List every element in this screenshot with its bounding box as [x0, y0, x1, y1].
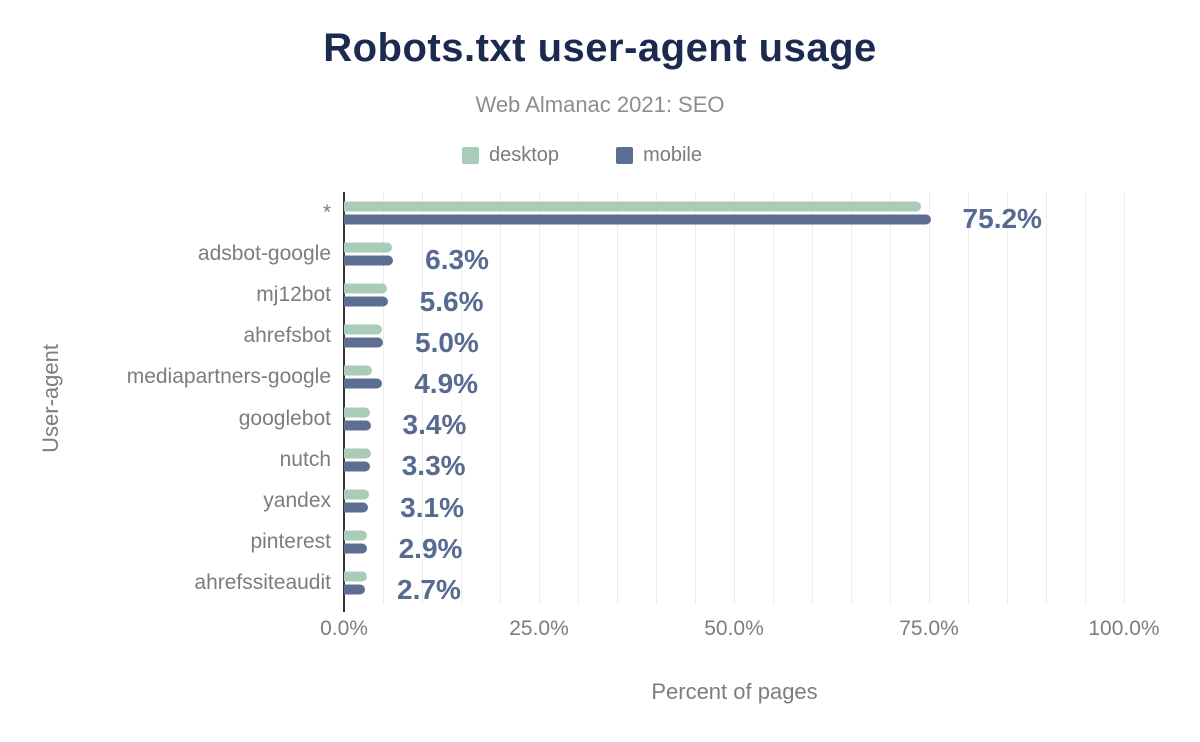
- chart-row: mj12bot 5.6%: [256, 274, 1125, 317]
- category-label: nutch: [279, 447, 331, 471]
- legend-item-mobile[interactable]: mobile: [616, 144, 702, 167]
- legend-swatch-mobile-icon: [616, 147, 634, 164]
- bar-desktop[interactable]: [344, 365, 373, 376]
- x-tick-label: 25.0%: [509, 617, 569, 640]
- bar-mobile[interactable]: [344, 543, 367, 554]
- bar-pair: [344, 530, 368, 554]
- bar-pair: [344, 365, 383, 389]
- bar-mobile[interactable]: [344, 420, 371, 431]
- legend-label-desktop: desktop: [489, 144, 560, 166]
- category-label: mediapartners-google: [126, 365, 331, 389]
- bar-pair: [344, 571, 368, 595]
- bar-pair: [344, 324, 383, 348]
- bar-pair: [344, 242, 394, 266]
- bar-mobile[interactable]: [344, 214, 931, 225]
- category-label: ahrefsbot: [243, 324, 331, 348]
- plot-area: * 75.2% adsbot-google 6.3% mj12bot 5.6% ahrefs…: [127, 192, 1125, 612]
- bar-desktop[interactable]: [344, 201, 922, 212]
- bar-desktop[interactable]: [344, 489, 369, 500]
- legend: desktop mobile: [0, 144, 1182, 167]
- bar-desktop[interactable]: [344, 324, 383, 335]
- x-tick-label: 100.0%: [1088, 617, 1160, 640]
- bar-desktop[interactable]: [344, 448, 371, 459]
- x-tick-label: 50.0%: [704, 617, 764, 640]
- value-label: 3.3%: [401, 450, 466, 482]
- value-label: 6.3%: [425, 244, 489, 276]
- y-axis-title: User-agent: [38, 343, 63, 453]
- bar-pair: [344, 489, 369, 513]
- legend-label-mobile: mobile: [643, 144, 702, 166]
- bar-mobile[interactable]: [344, 584, 366, 595]
- bar-pair: [344, 283, 388, 307]
- chart-row: nutch 3.3%: [280, 439, 1125, 482]
- chart-row: ahrefsbot 5.0%: [243, 316, 1125, 358]
- category-label: mj12bot: [256, 283, 331, 306]
- y-axis-line: [343, 192, 345, 612]
- category-label: googlebot: [238, 406, 331, 430]
- chart-row: ahrefssiteaudit 2.7%: [194, 563, 1125, 605]
- bar-desktop[interactable]: [344, 283, 387, 294]
- legend-item-desktop[interactable]: desktop: [462, 144, 559, 167]
- bar-pair: [344, 407, 371, 431]
- bar-desktop[interactable]: [344, 571, 368, 582]
- x-tick-label: 75.0%: [899, 617, 959, 640]
- value-label: 75.2%: [962, 203, 1042, 235]
- bar-desktop[interactable]: [344, 242, 393, 253]
- value-label: 5.6%: [419, 285, 484, 317]
- x-axis-ticks: 0.0% 25.0% 50.0% 75.0% 100.0%: [320, 617, 1160, 641]
- value-label: 2.9%: [398, 532, 463, 564]
- value-label: 5.0%: [415, 326, 479, 358]
- chart-row: mediapartners-google 4.9%: [127, 357, 1125, 399]
- bar-desktop[interactable]: [344, 530, 368, 541]
- bar-mobile[interactable]: [344, 502, 369, 513]
- category-label: *: [322, 200, 331, 224]
- legend-swatch-desktop-icon: [462, 147, 479, 164]
- category-label: adsbot-google: [197, 241, 331, 265]
- bar-pair: [344, 201, 931, 225]
- y-axis-title-wrap: User-agent: [38, 192, 64, 604]
- bar-mobile[interactable]: [344, 337, 383, 348]
- chart-row: pinterest 2.9%: [250, 522, 1125, 564]
- bar-mobile[interactable]: [344, 255, 394, 266]
- bar-desktop[interactable]: [344, 407, 370, 418]
- x-axis-title: Percent of pages: [651, 679, 818, 704]
- value-label: 3.4%: [402, 409, 467, 441]
- x-tick-label: 0.0%: [320, 617, 368, 640]
- bar-mobile[interactable]: [344, 378, 383, 389]
- chart-title: Robots.txt user-agent usage: [323, 26, 877, 70]
- bar-mobile[interactable]: [344, 461, 370, 472]
- category-label: yandex: [263, 489, 331, 513]
- category-label: ahrefssiteaudit: [194, 571, 331, 595]
- chart-row: adsbot-google 6.3%: [198, 233, 1125, 276]
- category-label: pinterest: [250, 530, 331, 554]
- chart-row: googlebot 3.4%: [239, 398, 1125, 441]
- chart-subtitle: Web Almanac 2021: SEO: [475, 92, 725, 117]
- bar-pair: [344, 448, 371, 472]
- value-label: 3.1%: [400, 491, 464, 523]
- value-label: 4.9%: [414, 367, 479, 399]
- chart-row: yandex 3.1%: [263, 480, 1125, 523]
- bar-mobile[interactable]: [344, 296, 388, 307]
- value-label: 2.7%: [397, 573, 461, 605]
- chart-row: * 75.2%: [323, 192, 1125, 235]
